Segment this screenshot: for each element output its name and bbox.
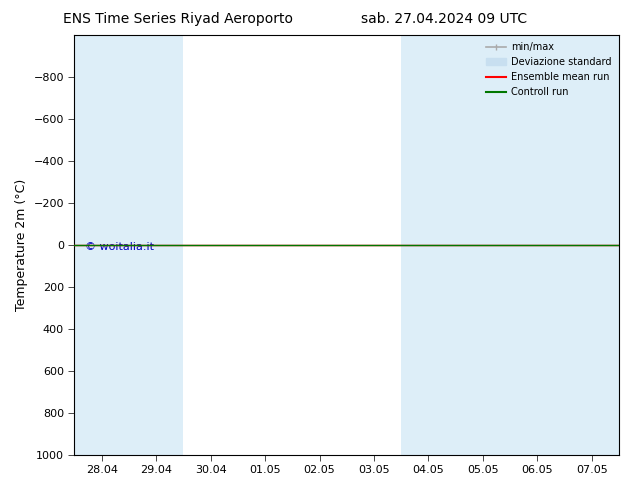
- Bar: [510, 35, 564, 455]
- Text: ENS Time Series Riyad Aeroporto: ENS Time Series Riyad Aeroporto: [63, 12, 292, 26]
- Text: © woitalia.it: © woitalia.it: [86, 243, 154, 252]
- Bar: [564, 35, 619, 455]
- Y-axis label: Temperature 2m (°C): Temperature 2m (°C): [15, 178, 28, 311]
- Bar: [456, 35, 510, 455]
- Bar: [401, 35, 456, 455]
- Bar: [129, 35, 183, 455]
- Bar: [74, 35, 129, 455]
- Text: sab. 27.04.2024 09 UTC: sab. 27.04.2024 09 UTC: [361, 12, 527, 26]
- Legend: min/max, Deviazione standard, Ensemble mean run, Controll run: min/max, Deviazione standard, Ensemble m…: [484, 40, 614, 100]
